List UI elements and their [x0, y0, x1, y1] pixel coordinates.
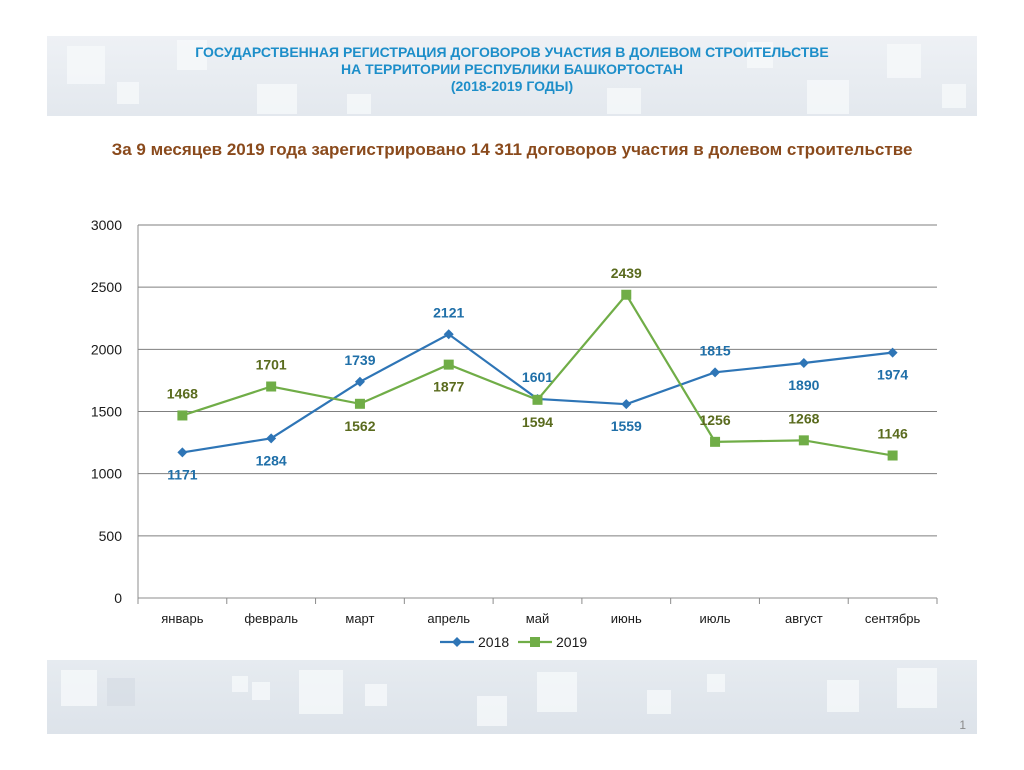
data-label-2018: 1601 [522, 369, 553, 385]
legend-label-2019: 2019 [556, 634, 587, 650]
data-point-2018 [887, 347, 898, 358]
x-tick-label: март [345, 611, 374, 626]
data-label-2019: 1701 [256, 357, 287, 373]
slide-title-line-1: ГОСУДАРСТВЕННАЯ РЕГИСТРАЦИЯ ДОГОВОРОВ УЧ… [195, 44, 829, 60]
data-point-2019 [798, 435, 809, 446]
data-point-2019 [710, 436, 721, 447]
data-label-2019: 1468 [167, 385, 198, 401]
data-point-2018 [798, 358, 809, 369]
data-label-2019: 1256 [699, 412, 730, 428]
slide-title-line-3: (2018-2019 ГОДЫ) [450, 78, 574, 94]
x-tick-label: январь [161, 611, 203, 626]
y-tick-label: 1000 [91, 466, 122, 482]
legend-label-2018: 2018 [478, 634, 509, 650]
data-label-2018: 1815 [699, 342, 730, 358]
data-label-2018: 1890 [788, 377, 819, 393]
data-label-2019: 1594 [522, 414, 553, 430]
data-label-2019: 1562 [344, 418, 375, 434]
y-tick-label: 0 [114, 590, 122, 606]
data-label-2019: 1877 [433, 379, 464, 395]
slide-title-line-2: НА ТЕРРИТОРИИ РЕСПУБЛИКИ БАШКОРТОСТАН [341, 61, 683, 77]
slide-subtitle: За 9 месяцев 2019 года зарегистрировано … [111, 140, 913, 159]
y-tick-label: 2000 [91, 341, 122, 357]
data-point-2018 [266, 433, 277, 444]
data-label-2018: 1559 [611, 418, 642, 434]
data-label-2018: 1171 [167, 466, 198, 482]
x-tick-label: февраль [244, 611, 298, 626]
slide-title: ГОСУДАРСТВЕННАЯ РЕГИСТРАЦИЯ ДОГОВОРОВ УЧ… [47, 44, 977, 95]
data-label-2019: 1268 [788, 410, 819, 426]
data-label-2018: 2121 [433, 304, 464, 320]
data-point-2019 [887, 450, 898, 461]
data-point-2018 [177, 447, 188, 458]
x-tick-label: апрель [427, 611, 470, 626]
data-label-2019: 1146 [877, 426, 908, 442]
y-tick-label: 3000 [91, 217, 122, 233]
data-point-2019 [266, 381, 277, 392]
data-label-2018: 1739 [344, 352, 375, 368]
y-tick-label: 500 [99, 528, 123, 544]
slide: ГОСУДАРСТВЕННАЯ РЕГИСТРАЦИЯ ДОГОВОРОВ УЧ… [47, 36, 977, 734]
data-point-2019 [177, 410, 188, 421]
data-point-2019 [443, 359, 454, 370]
x-tick-label: сентябрь [865, 611, 921, 626]
legend-marker-2019 [530, 637, 540, 647]
x-tick-label: июль [700, 611, 731, 626]
y-tick-label: 1500 [91, 404, 122, 420]
data-point-2019 [532, 394, 543, 405]
page-number: 1 [959, 718, 966, 732]
data-label-2019: 2439 [611, 265, 642, 281]
x-tick-label: август [785, 611, 823, 626]
footer-band [47, 660, 977, 734]
data-point-2018 [443, 329, 454, 340]
data-label-2018: 1974 [877, 367, 908, 383]
data-label-2018: 1284 [256, 452, 287, 468]
data-point-2019 [354, 398, 365, 409]
header-band: ГОСУДАРСТВЕННАЯ РЕГИСТРАЦИЯ ДОГОВОРОВ УЧ… [47, 36, 977, 116]
y-tick-label: 2500 [91, 279, 122, 295]
data-point-2018 [354, 376, 365, 387]
data-point-2018 [621, 399, 632, 410]
series-line-2018 [182, 332, 893, 454]
legend-marker-2018 [452, 637, 462, 647]
data-point-2019 [621, 289, 632, 300]
x-tick-label: июнь [611, 611, 642, 626]
data-point-2018 [710, 367, 721, 378]
x-tick-label: май [526, 611, 549, 626]
